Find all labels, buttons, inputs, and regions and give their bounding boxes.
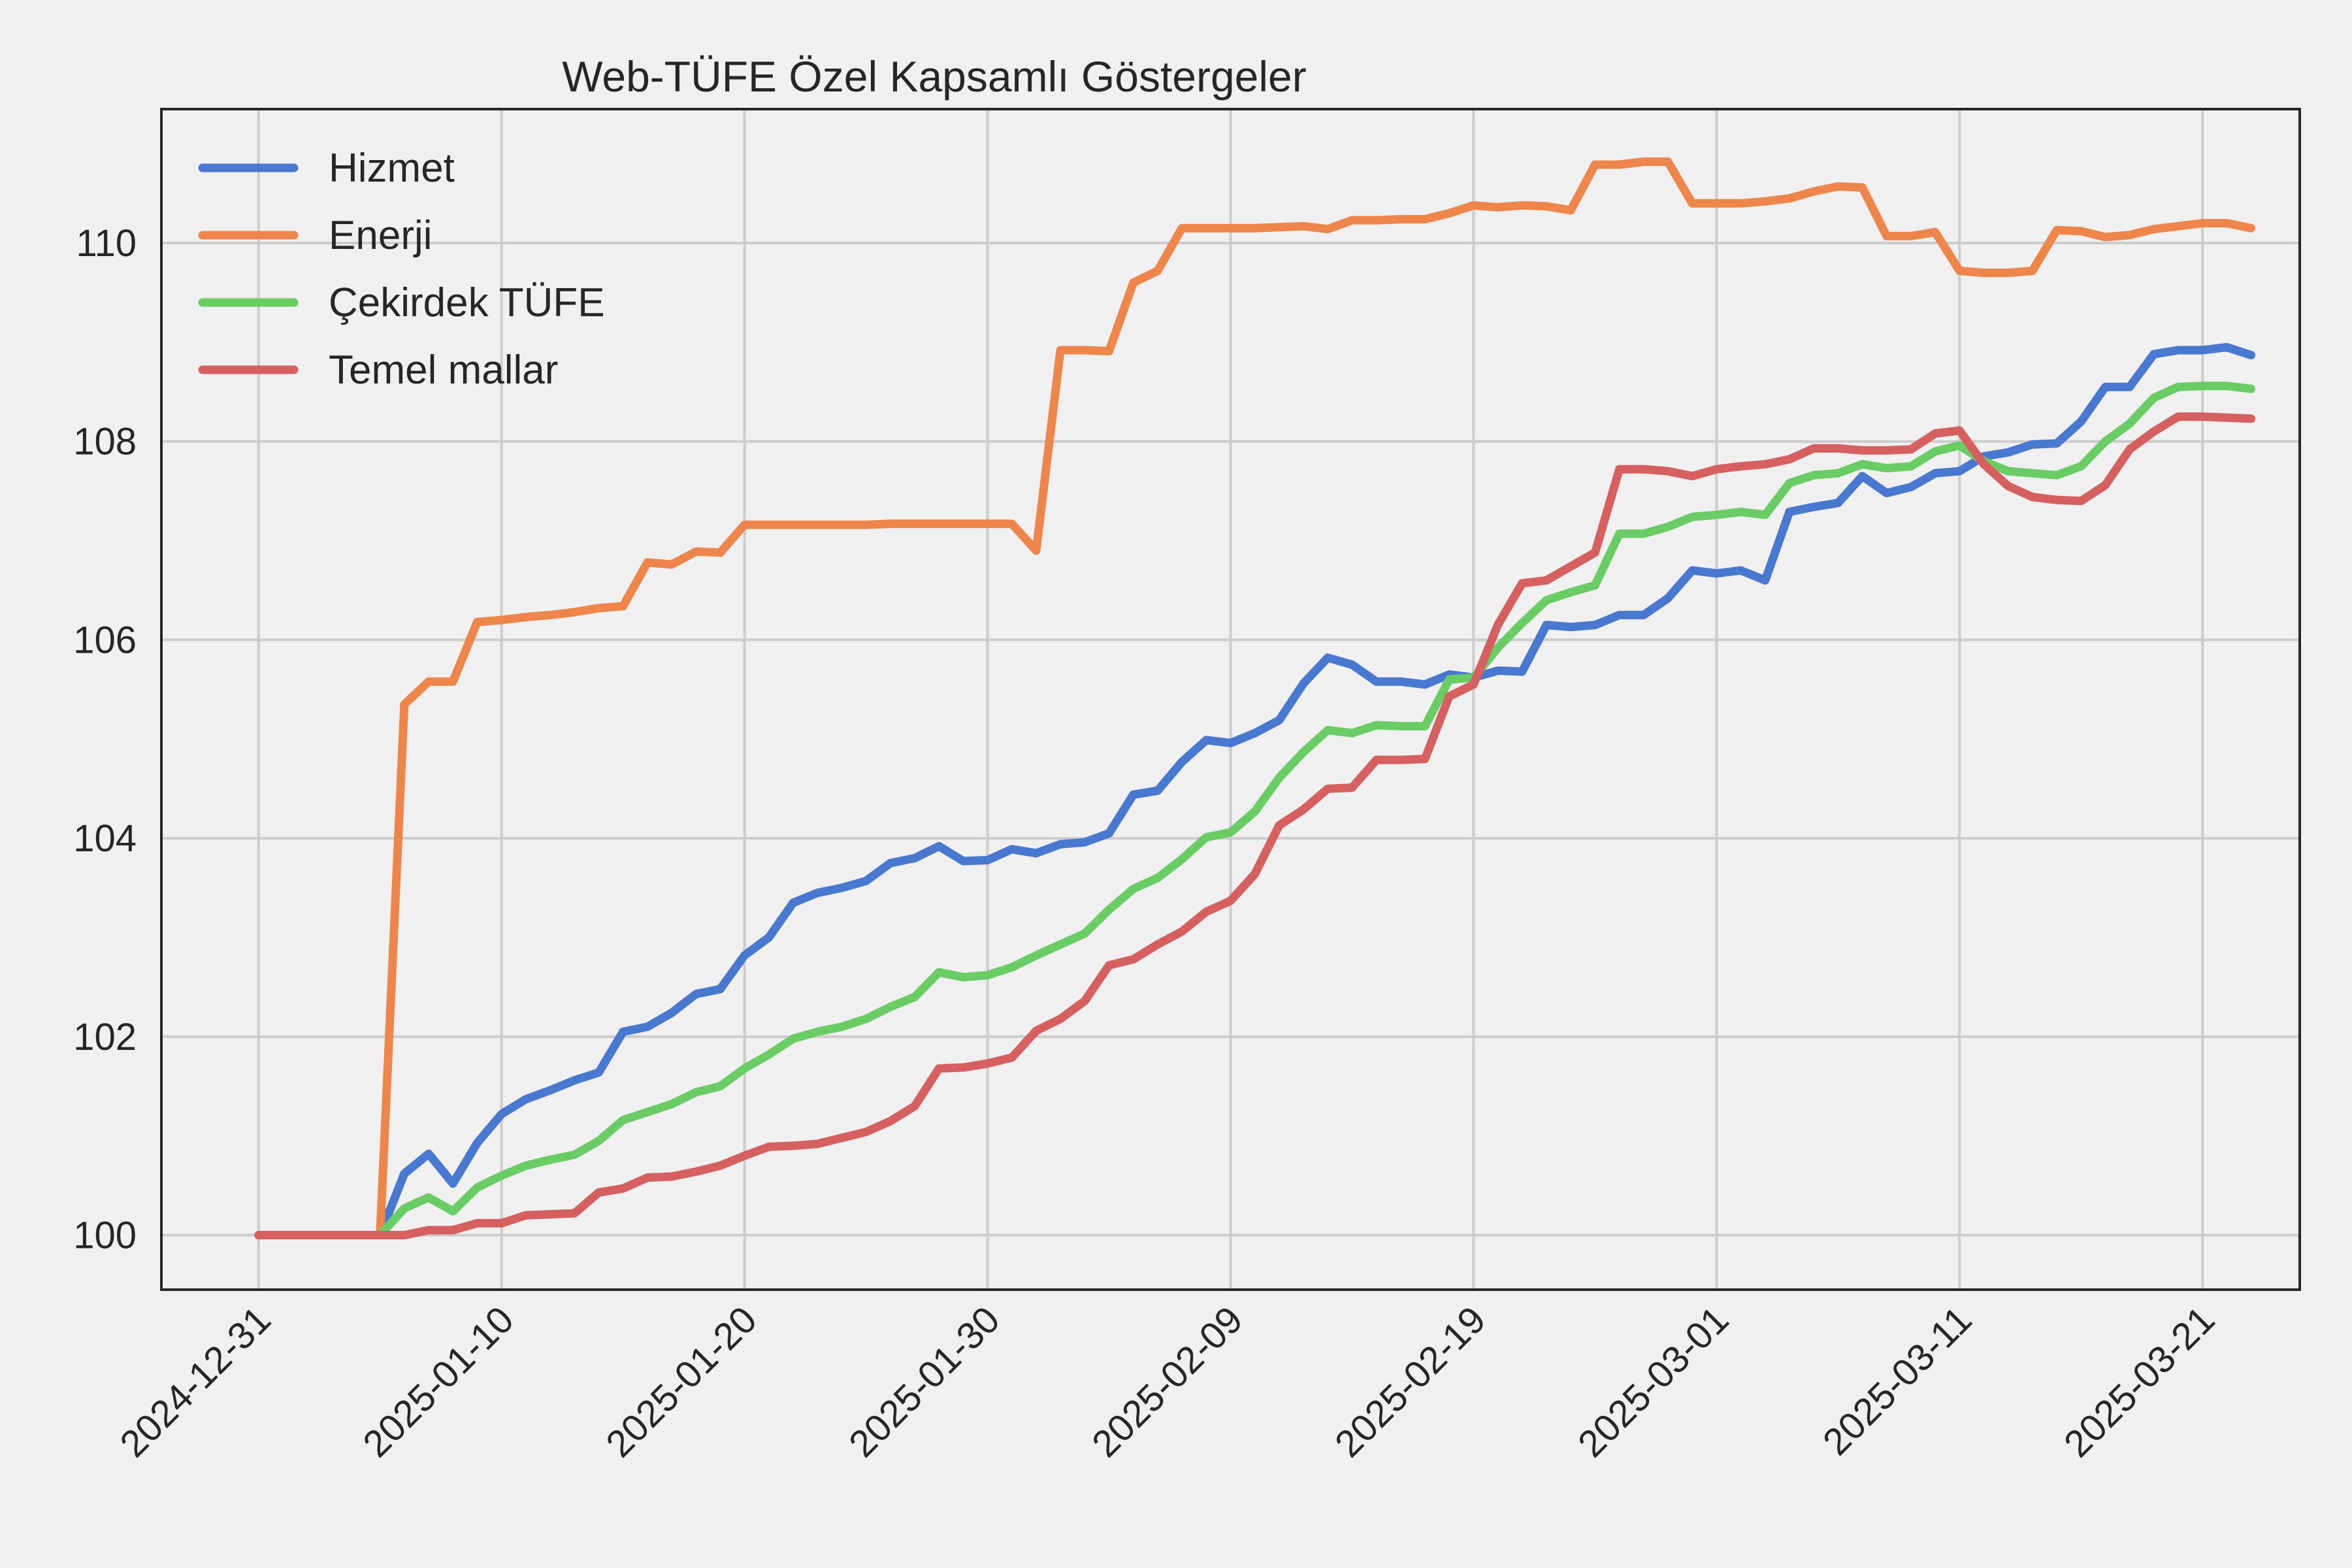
legend-item-hizmet[interactable]: Hizmet [198,146,455,191]
x-tick-label: 2025-02-09 [1084,1298,1251,1465]
legend-item-enerji[interactable]: Enerji [198,213,433,258]
x-tick-label: 2025-03-01 [1570,1298,1737,1465]
series-line-temel-mallar [254,412,2256,1239]
legend-label: Çekirdek TÜFE [329,280,605,325]
x-tick-label: 2025-01-30 [841,1298,1008,1465]
y-tick-label: 102 [73,1016,137,1058]
legend-item-temel-mallar[interactable]: Temel mallar [198,348,558,393]
series-line-enerji [254,157,2256,1239]
x-tick-label: 2025-03-21 [2056,1298,2223,1465]
legend-label: Enerji [329,213,433,258]
legend-label: Hizmet [329,146,455,191]
y-tick-label: 100 [73,1214,137,1256]
chart-title: Web-TÜFE Özel Kapsamlı Göstergeler [562,52,1306,101]
grid-lines [161,109,2300,1290]
y-tick-label: 104 [73,817,137,860]
x-tick-label: 2025-02-19 [1327,1298,1494,1465]
legend-label: Temel mallar [329,348,558,393]
y-tick-label: 108 [73,421,137,463]
x-tick-label: 2025-01-20 [598,1298,765,1465]
series-lines [254,157,2256,1239]
y-tick-label: 110 [76,222,137,265]
series-line-hizmet [254,342,2256,1239]
x-tick-label: 2025-03-11 [1815,1298,1980,1463]
plot-frame [160,108,2301,1291]
x-tick-label: 2025-01-10 [355,1298,522,1465]
y-tick-label: 106 [73,619,137,661]
legend[interactable]: Hizmet Enerji Çekirdek TÜFE Temel mallar [198,146,605,393]
x-tick-label: 2024-12-31 [112,1298,279,1465]
series-line--ekirdek-t-fe [254,382,2256,1239]
legend-item--ekirdek-t-fe[interactable]: Çekirdek TÜFE [198,280,605,325]
